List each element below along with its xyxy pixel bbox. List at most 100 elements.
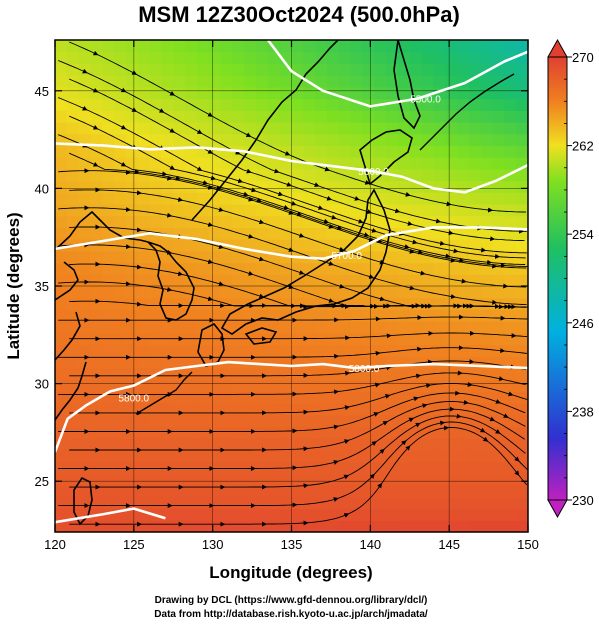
temperature-cell bbox=[279, 286, 293, 299]
temperature-cell bbox=[78, 496, 92, 510]
temperature-cell bbox=[102, 274, 115, 287]
wind-arrow bbox=[461, 278, 467, 284]
temperature-cell bbox=[504, 461, 517, 474]
wind-arrow bbox=[479, 427, 486, 433]
temperature-cell bbox=[78, 414, 92, 428]
temperature-cell bbox=[279, 391, 293, 404]
temperature-cell bbox=[267, 508, 281, 521]
temperature-cell bbox=[386, 40, 399, 53]
temperature-cell bbox=[256, 496, 269, 510]
temperature-cell bbox=[185, 485, 198, 498]
temperature-cell bbox=[303, 122, 316, 135]
temperature-cell bbox=[327, 473, 340, 486]
temperature-cell bbox=[256, 98, 269, 111]
temperature-cell bbox=[267, 379, 281, 392]
temperature-cell bbox=[149, 215, 162, 228]
temperature-cell bbox=[374, 63, 387, 76]
temperature-cell bbox=[149, 450, 162, 463]
temperature-cell bbox=[149, 414, 162, 428]
temperature-cell bbox=[516, 204, 528, 217]
temperature-cell bbox=[244, 250, 257, 264]
temperature-cell bbox=[196, 379, 210, 392]
temperature-cell bbox=[409, 344, 423, 357]
wind-arrow bbox=[166, 249, 173, 255]
temperature-cell bbox=[256, 520, 269, 532]
temperature-cell bbox=[445, 309, 458, 322]
temperature-cell bbox=[291, 426, 304, 439]
temperature-cell bbox=[409, 157, 423, 170]
colorbar-min-extend bbox=[547, 499, 568, 519]
temperature-cell bbox=[208, 133, 222, 146]
temperature-cell bbox=[350, 496, 363, 510]
temperature-cell bbox=[291, 496, 304, 510]
wind-arrow bbox=[450, 294, 456, 299]
temperature-cell bbox=[137, 192, 151, 205]
temperature-cell bbox=[137, 40, 151, 53]
temperature-cell bbox=[303, 368, 316, 381]
temperature-cell bbox=[185, 473, 198, 486]
temperature-cell bbox=[492, 110, 505, 123]
temperature-cell bbox=[244, 157, 257, 170]
temperature-cell bbox=[244, 379, 257, 392]
temperature-cell bbox=[185, 391, 198, 404]
temperature-cell bbox=[516, 496, 528, 510]
temperature-cell bbox=[291, 110, 304, 123]
temperature-cell bbox=[350, 368, 363, 381]
wind-arrow bbox=[482, 436, 489, 442]
wind-arrow bbox=[467, 381, 473, 387]
x-tick-label: 130 bbox=[202, 537, 224, 552]
temperature-cell bbox=[78, 297, 92, 310]
temperature-cell bbox=[267, 51, 281, 64]
temperature-cell bbox=[457, 379, 470, 392]
temperature-cell bbox=[137, 133, 151, 146]
temperature-cell bbox=[504, 122, 517, 135]
temperature-cell bbox=[126, 239, 139, 252]
temperature-cell bbox=[504, 508, 517, 521]
temperature-cell bbox=[55, 391, 68, 404]
colorbar-tick-label: 262 bbox=[572, 139, 594, 154]
temperature-cell bbox=[315, 262, 328, 275]
temperature-cell bbox=[232, 379, 245, 392]
temperature-cell bbox=[374, 508, 387, 521]
temperature-cell bbox=[232, 168, 245, 182]
temperature-cell bbox=[315, 391, 328, 404]
temperature-cell bbox=[397, 215, 411, 228]
temperature-cell bbox=[185, 508, 198, 521]
temperature-cell bbox=[480, 157, 494, 170]
temperature-cell bbox=[327, 426, 340, 439]
temperature-cell bbox=[161, 461, 174, 474]
temperature-cell bbox=[303, 520, 316, 532]
temperature-cell bbox=[149, 309, 162, 322]
kuril-islands bbox=[419, 73, 515, 151]
temperature-cell bbox=[350, 309, 363, 322]
temperature-cell bbox=[480, 332, 494, 346]
temperature-cell bbox=[433, 227, 446, 240]
temperature-cell bbox=[185, 204, 198, 217]
temperature-cell bbox=[232, 414, 245, 428]
temperature-cell bbox=[185, 110, 198, 123]
temperature-cell bbox=[492, 122, 505, 135]
temperature-cell bbox=[327, 75, 340, 88]
temperature-cell bbox=[137, 461, 151, 474]
temperature-cell bbox=[362, 297, 375, 310]
wind-arrow bbox=[284, 150, 291, 156]
temperature-cell bbox=[90, 321, 103, 334]
wind-arrow bbox=[343, 513, 350, 518]
temperature-cell bbox=[468, 461, 482, 474]
temperature-cell bbox=[173, 63, 186, 76]
temperature-cell bbox=[338, 426, 352, 439]
temperature-cell bbox=[445, 379, 458, 392]
temperature-cell bbox=[256, 86, 269, 100]
temperature-cell bbox=[220, 391, 233, 404]
temperature-cell bbox=[220, 98, 233, 111]
temperature-cell bbox=[114, 63, 127, 76]
temperature-cell bbox=[433, 286, 446, 299]
temperature-cell bbox=[327, 485, 340, 498]
temperature-cell bbox=[149, 180, 162, 193]
temperature-cell bbox=[102, 110, 115, 123]
temperature-cell bbox=[457, 40, 470, 53]
temperature-cell bbox=[445, 145, 458, 158]
wind-arrow bbox=[394, 208, 401, 214]
temperature-cell bbox=[433, 332, 446, 346]
temperature-cell bbox=[185, 227, 198, 240]
